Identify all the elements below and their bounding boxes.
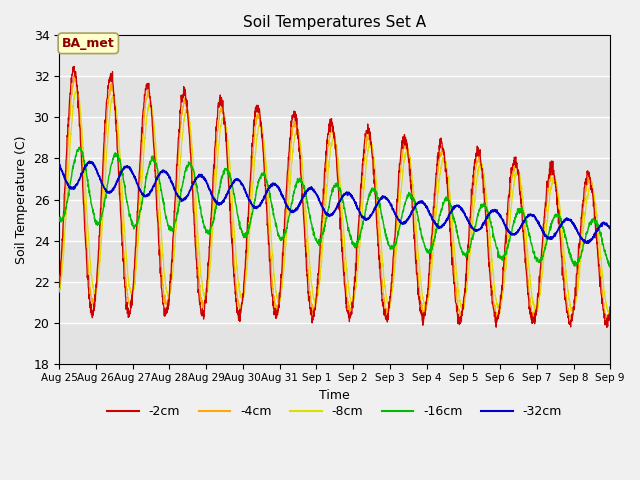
Title: Soil Temperatures Set A: Soil Temperatures Set A xyxy=(243,15,426,30)
Bar xyxy=(59,158,611,200)
Text: BA_met: BA_met xyxy=(62,37,115,50)
Bar xyxy=(59,240,611,282)
Bar xyxy=(59,76,611,118)
Bar xyxy=(59,323,611,364)
X-axis label: Time: Time xyxy=(319,389,350,402)
Y-axis label: Soil Temperature (C): Soil Temperature (C) xyxy=(15,135,28,264)
Legend: -2cm, -4cm, -8cm, -16cm, -32cm: -2cm, -4cm, -8cm, -16cm, -32cm xyxy=(102,400,567,423)
